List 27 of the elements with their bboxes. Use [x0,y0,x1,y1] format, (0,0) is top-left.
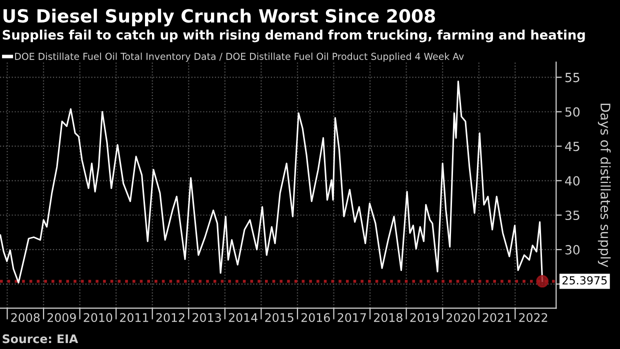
x-tick-label: 2021 [482,313,511,322]
x-tick-label: 2015 [265,313,294,322]
x-tick-label: 2010 [84,313,112,322]
y-tick-label: 35 [565,210,580,220]
x-tick-label: 2008 [11,313,40,322]
legend-label: DOE Distillate Fuel Oil Total Inventory Data / DOE Distillate Fuel Oil Product Supplied 4 Week Av [15,52,464,62]
x-tick-label: 2013 [192,313,221,322]
x-tick-label: 2009 [48,313,76,322]
y-tick-label: 30 [565,245,580,255]
y-tick-label: 55 [565,72,580,82]
x-tick-label: 2011 [120,313,148,322]
x-tick-label: 2012 [156,313,184,322]
y-tick-label: 40 [565,176,580,186]
x-tick-label: 2022 [519,313,548,322]
x-tick-label: 2014 [228,313,258,322]
chart-subtitle: Supplies fail to catch up with rising demand from trucking, farming and heating [2,30,585,42]
x-tick-label: 2020 [446,313,475,322]
ref-line-label: 25.3975 [562,276,607,285]
y-tick-label: 45 [565,142,580,152]
y-axis-title: Days of distillates supply [598,104,611,268]
x-tick-label: 2018 [374,313,402,322]
x-tick-label: 2019 [410,313,439,322]
y-tick-label: 50 [565,107,580,117]
x-tick-label: 2017 [338,313,366,322]
chart-title: US Diesel Supply Crunch Worst Since 2008 [4,8,436,26]
x-tick-label: 2016 [301,313,330,322]
source-note: Source: EIA [2,334,78,344]
